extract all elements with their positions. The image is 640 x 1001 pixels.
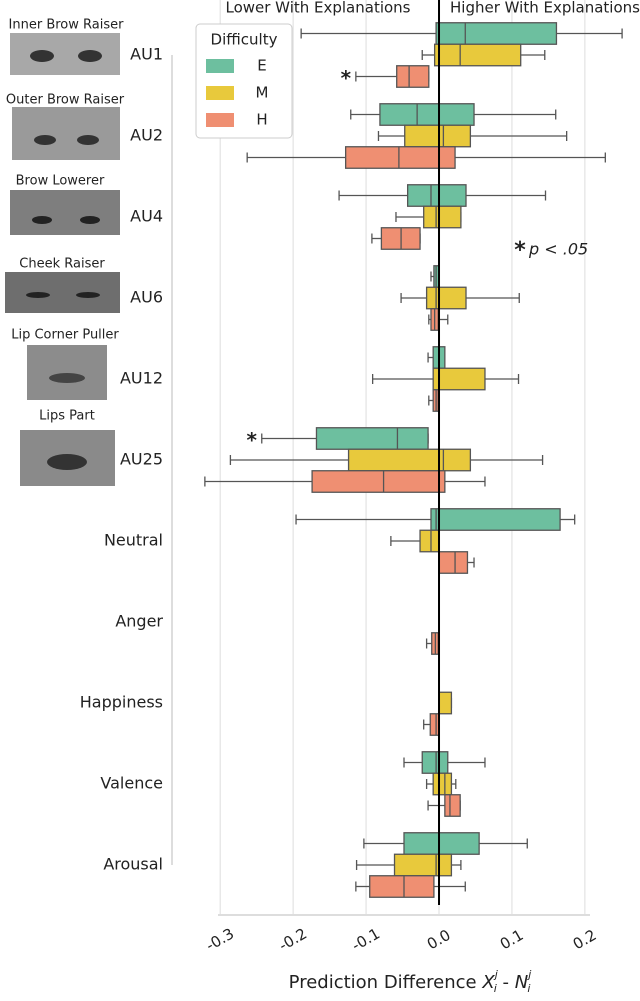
face-mouth <box>47 454 87 470</box>
x-tick-label: -0.1 <box>349 924 383 954</box>
category-label: Anger <box>115 612 163 631</box>
box <box>444 794 461 817</box>
box <box>403 832 480 855</box>
legend-box <box>195 23 293 139</box>
category-label: Happiness <box>80 693 163 712</box>
box <box>393 853 453 877</box>
significance-marker: * <box>341 66 352 90</box>
category-label: Neutral <box>104 531 163 550</box>
box <box>435 22 558 45</box>
face-images <box>5 33 120 486</box>
category-label: Valence <box>100 774 163 793</box>
legend-swatch <box>206 86 234 100</box>
category-description: Cheek Raiser <box>19 257 105 272</box>
face-eye <box>34 135 56 145</box>
box <box>432 367 486 391</box>
face-image <box>5 272 120 313</box>
face-eye <box>26 292 50 298</box>
category-description: Lip Corner Puller <box>11 328 119 343</box>
x-axis-label-sub: i <box>527 982 530 995</box>
category-label: AU2 <box>130 126 163 145</box>
face-eye <box>30 50 54 62</box>
box <box>404 124 472 148</box>
box <box>344 146 456 169</box>
category-label: AU1 <box>130 45 163 64</box>
box <box>379 103 475 126</box>
box <box>425 286 467 310</box>
box <box>311 470 446 493</box>
face-eye <box>78 50 102 62</box>
face-eye <box>32 216 52 224</box>
x-tick-label: 0.0 <box>424 926 454 954</box>
face-mouth <box>49 373 85 383</box>
face-image <box>10 190 120 235</box>
x-axis-label-sup: j <box>526 968 532 981</box>
legend-title: Difficulty <box>211 31 278 49</box>
x-axis-label-sub: i <box>494 982 497 995</box>
category-description: Inner Brow Raiser <box>9 18 125 33</box>
face-eye <box>76 292 100 298</box>
face-image <box>10 33 120 75</box>
box <box>347 448 472 472</box>
significance-marker: * <box>247 428 258 452</box>
box <box>406 184 467 207</box>
category-label: AU4 <box>130 207 163 226</box>
box <box>369 875 435 898</box>
x-axis-label-symbol: X <box>481 972 495 993</box>
category-label: Arousal <box>103 855 163 874</box>
face-image <box>12 107 120 160</box>
box <box>430 508 561 531</box>
x-tick-label: -0.3 <box>203 924 237 954</box>
x-tick-label: -0.2 <box>276 924 310 954</box>
legend-label: M <box>256 84 269 102</box>
annotation: Lower With Explanations <box>225 0 410 17</box>
category-description: Lips Part <box>39 409 95 424</box>
x-tick-label: 0.2 <box>570 926 600 954</box>
annotation: Higher With Explanations <box>450 0 640 17</box>
box <box>429 713 440 736</box>
x-axis-label-minus: - <box>503 972 510 993</box>
plot-area <box>204 0 623 905</box>
x-axis-label: Prediction Difference Xj i - Nj i <box>289 968 533 997</box>
category-label: AU6 <box>130 288 163 307</box>
legend-items: EMH <box>206 57 268 129</box>
category-label: AU12 <box>120 369 163 388</box>
x-axis-label-symbol: N <box>515 972 528 993</box>
legend-label: E <box>257 57 266 75</box>
box <box>438 551 469 574</box>
box <box>423 205 462 229</box>
box <box>438 691 453 715</box>
legend-label: H <box>256 111 267 129</box>
legend-swatch <box>206 59 234 73</box>
legend-swatch <box>206 113 234 127</box>
face-eye <box>77 135 99 145</box>
category-description: Brow Lowerer <box>16 174 105 189</box>
box <box>419 529 440 553</box>
significance-key-text: p < .05 <box>528 240 588 259</box>
box <box>421 751 449 774</box>
box <box>432 772 453 796</box>
x-tick-label: 0.1 <box>497 926 527 954</box>
category-description: Outer Brow Raiser <box>6 93 125 108</box>
significance-key-symbol: * <box>514 238 526 263</box>
box <box>396 65 430 88</box>
legend: Difficulty EMH <box>195 23 293 139</box>
category-label: AU25 <box>120 450 163 469</box>
x-axis-label-sup: j <box>493 968 499 981</box>
x-axis-label-text: Prediction Difference <box>289 972 477 993</box>
box <box>315 427 429 450</box>
box <box>433 43 522 67</box>
face-eye <box>80 216 100 224</box>
face-image <box>27 345 107 400</box>
